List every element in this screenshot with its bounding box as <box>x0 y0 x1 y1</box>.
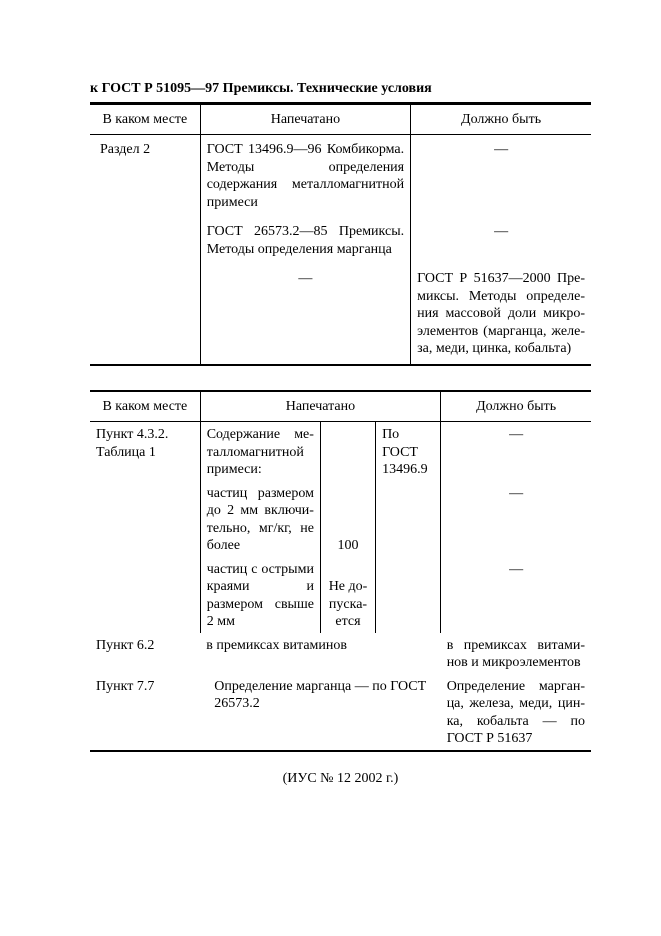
table-row: Пункт 6.2 в премиксах витаминов в премик… <box>90 633 591 674</box>
t2-cell: Определение марганца — по ГОСТ 26573.2 <box>200 674 440 750</box>
t1-cell: Раздел 2 <box>90 135 200 364</box>
t2-cell: Пункт 6.2 <box>90 633 200 674</box>
t1-cell: — <box>411 217 591 264</box>
t2-cell: Содержание ме­талломагнитной примеси: <box>200 422 320 481</box>
t2-cell: — <box>441 422 591 481</box>
t1-cell: — <box>200 264 410 364</box>
t1-header-printed: Напечатано <box>200 105 410 135</box>
t2-cell: Определение марган­ца, железа, меди, цин… <box>441 674 591 750</box>
t2-cell: 100 <box>320 481 375 557</box>
t1-cell: ГОСТ Р 51637—2000 Пре­миксы. Методы опре… <box>411 264 591 364</box>
footer-note: (ИУС № 12 2002 г.) <box>90 770 591 788</box>
table-2-wrap: В каком месте Напечатано Должно быть Пун… <box>90 390 591 752</box>
table-row: Пункт 4.3.2. Таблица 1 Содержание ме­тал… <box>90 422 591 481</box>
t2-text: Таблица 1 <box>96 445 156 460</box>
page: к ГОСТ Р 51095—97 Премиксы. Технические … <box>0 0 661 936</box>
t1-cell: ГОСТ 13496.9—96 Комби­корма. Методы опре… <box>200 135 410 218</box>
t2-cell: Пункт 4.3.2. Таблица 1 <box>90 422 200 633</box>
table-1-wrap: В каком месте Напечатано Должно быть Раз… <box>90 103 591 366</box>
t2-cell: частиц размером до 2 мм включи­тельно, м… <box>200 481 320 557</box>
errata-table-2: В каком месте Напечатано Должно быть Пун… <box>90 392 591 750</box>
t2-cell: частиц с остры­ми краями и размером свыш… <box>200 557 320 633</box>
t2-cell: По ГОСТ 13496.9 <box>376 422 441 633</box>
table-row: Раздел 2 ГОСТ 13496.9—96 Комби­корма. Ме… <box>90 135 591 218</box>
t1-header-location: В каком месте <box>90 105 200 135</box>
t2-header-location: В каком месте <box>90 392 200 422</box>
document-title: к ГОСТ Р 51095—97 Премиксы. Технические … <box>90 80 591 103</box>
t2-cell: — <box>441 557 591 633</box>
t2-cell <box>320 422 375 481</box>
t2-cell: в премиксах витами­нов и микроэлементов <box>441 633 591 674</box>
t2-cell: Пункт 7.7 <box>90 674 200 750</box>
t2-cell: Не до­пуска­ется <box>320 557 375 633</box>
t1-cell: — <box>411 135 591 218</box>
table-row: Пункт 7.7 Определение марганца — по ГОСТ… <box>90 674 591 750</box>
t1-cell: ГОСТ 26573.2—85 Премик­сы. Методы опреде… <box>200 217 410 264</box>
t2-cell: — <box>441 481 591 557</box>
errata-table-1: В каком месте Напечатано Должно быть Раз… <box>90 105 591 364</box>
t2-cell: в премиксах витаминов <box>200 633 440 674</box>
t2-header-printed: Напечатано <box>200 392 440 422</box>
t2-text: Пункт 4.3.2. <box>96 427 168 442</box>
t2-header-shouldbe: Должно быть <box>441 392 591 422</box>
t1-header-shouldbe: Должно быть <box>411 105 591 135</box>
